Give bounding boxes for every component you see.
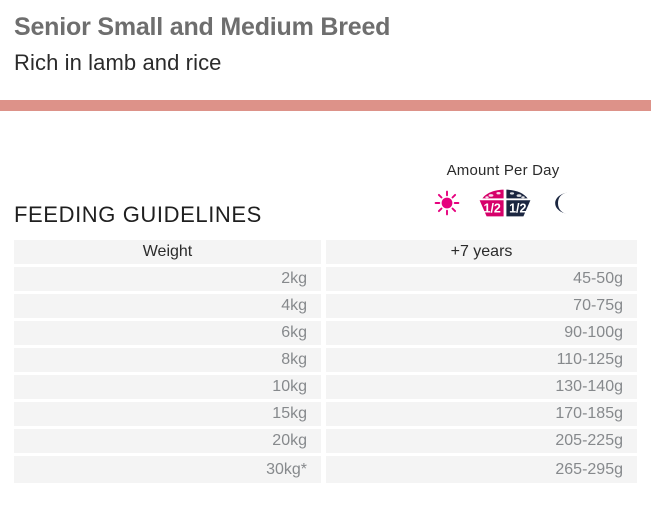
- sun-icon: [434, 190, 460, 216]
- table-row: 8kg 110-125g: [14, 348, 637, 375]
- product-header: Senior Small and Medium Breed Rich in la…: [0, 0, 651, 78]
- cell-amount: 70-75g: [326, 294, 637, 321]
- cell-amount: 265-295g: [326, 456, 637, 483]
- cell-amount: 170-185g: [326, 402, 637, 429]
- cell-amount: 130-140g: [326, 375, 637, 402]
- amount-per-day-block: Amount Per Day: [418, 162, 588, 219]
- cell-weight: 8kg: [14, 348, 326, 375]
- cell-amount: 110-125g: [326, 348, 637, 375]
- column-header-age: +7 years: [326, 240, 637, 267]
- table-row: 2kg 45-50g: [14, 267, 637, 294]
- feeding-guidelines-table: Weight +7 years 2kg 45-50g 4kg 70-75g 6k…: [14, 240, 637, 483]
- cell-weight: 6kg: [14, 321, 326, 348]
- table-row: 15kg 170-185g: [14, 402, 637, 429]
- moon-icon: [550, 190, 572, 216]
- cell-amount: 205-225g: [326, 429, 637, 456]
- table-row: 30kg* 265-295g: [14, 456, 637, 483]
- table-row: 4kg 70-75g: [14, 294, 637, 321]
- cell-weight: 20kg: [14, 429, 326, 456]
- feeding-icon-row: 1/2 1/2: [418, 187, 588, 219]
- cell-weight: 10kg: [14, 375, 326, 402]
- cell-amount: 45-50g: [326, 267, 637, 294]
- half-bowl-day-label: 1/2: [484, 201, 501, 215]
- cell-weight: 15kg: [14, 402, 326, 429]
- table-row: 6kg 90-100g: [14, 321, 637, 348]
- amount-per-day-label: Amount Per Day: [446, 162, 560, 179]
- table-row: 10kg 130-140g: [14, 375, 637, 402]
- cell-weight: 30kg*: [14, 456, 326, 483]
- column-header-weight: Weight: [14, 240, 326, 267]
- half-bowl-icon-pair: 1/2 1/2: [466, 187, 544, 219]
- cell-amount: 90-100g: [326, 321, 637, 348]
- table-header-row: Weight +7 years: [14, 240, 637, 267]
- cell-weight: 4kg: [14, 294, 326, 321]
- page-subtitle: Rich in lamb and rice: [14, 50, 222, 76]
- cell-weight: 2kg: [14, 267, 326, 294]
- half-bowl-night-label: 1/2: [509, 201, 526, 215]
- feeding-guidelines-heading: FEEDING GUIDELINES: [14, 202, 262, 227]
- page-title: Senior Small and Medium Breed: [14, 13, 391, 41]
- accent-divider: [0, 100, 651, 111]
- table-row: 20kg 205-225g: [14, 429, 637, 456]
